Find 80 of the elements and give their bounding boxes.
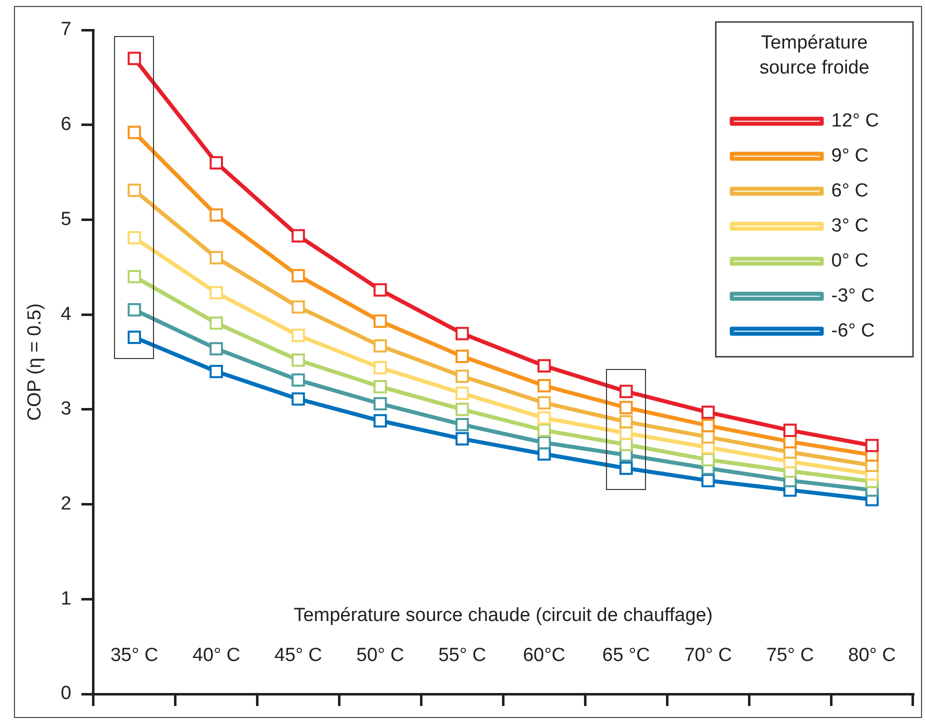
x-axis-title: Température source chaude (circuit de chauffage) bbox=[294, 605, 713, 626]
point bbox=[538, 424, 551, 437]
point bbox=[128, 184, 142, 197]
legend-label: 0° C bbox=[831, 250, 868, 272]
legend-label: -3° C bbox=[831, 285, 875, 306]
point bbox=[374, 414, 387, 428]
point bbox=[292, 269, 305, 282]
point bbox=[210, 316, 223, 330]
x-tick-label: 80° C bbox=[848, 645, 896, 666]
x-tick-label: 60°C bbox=[522, 645, 566, 666]
point bbox=[292, 353, 305, 367]
x-tick-label: 65 °C bbox=[602, 645, 650, 666]
point bbox=[374, 397, 387, 410]
point bbox=[456, 418, 469, 432]
y-tick-label: 1 bbox=[60, 588, 72, 610]
point bbox=[292, 229, 305, 242]
legend-label: 12° C bbox=[831, 110, 879, 132]
point bbox=[701, 453, 715, 466]
legend-label: 3° C bbox=[831, 215, 868, 236]
x-tick-label: 40° C bbox=[192, 645, 240, 666]
point bbox=[210, 286, 223, 300]
point bbox=[292, 300, 305, 314]
point bbox=[456, 432, 469, 446]
y-tick-label: 2 bbox=[60, 494, 72, 515]
point bbox=[374, 380, 387, 394]
point bbox=[210, 251, 223, 264]
point bbox=[456, 370, 469, 383]
point bbox=[292, 373, 305, 387]
point bbox=[374, 339, 387, 353]
x-tick-label: 50° C bbox=[356, 645, 404, 666]
point bbox=[210, 342, 223, 356]
point bbox=[456, 386, 469, 400]
point bbox=[619, 426, 633, 440]
point bbox=[538, 379, 551, 392]
point bbox=[128, 270, 142, 284]
y-tick-label: 5 bbox=[60, 208, 72, 230]
y-tick-label: 7 bbox=[60, 19, 72, 40]
x-tick-label: 75° C bbox=[766, 645, 814, 666]
y-tick-label: 0 bbox=[60, 683, 72, 704]
point bbox=[456, 402, 469, 416]
y-tick-label: 6 bbox=[60, 114, 72, 136]
point bbox=[128, 303, 142, 316]
legend-label: -6° C bbox=[831, 320, 875, 342]
point bbox=[701, 474, 715, 488]
legend-label: 9° C bbox=[831, 145, 868, 166]
point bbox=[619, 384, 633, 398]
point bbox=[128, 231, 142, 244]
point bbox=[128, 126, 142, 140]
point bbox=[701, 406, 715, 419]
point bbox=[538, 359, 551, 372]
point bbox=[456, 326, 469, 340]
point bbox=[128, 330, 142, 344]
point bbox=[292, 392, 305, 406]
x-tick-label: 55° C bbox=[438, 645, 486, 666]
legend-label: 6° C bbox=[831, 180, 868, 202]
y-tick-label: 4 bbox=[60, 304, 72, 325]
point bbox=[374, 283, 387, 297]
point bbox=[538, 436, 551, 450]
point bbox=[210, 208, 223, 222]
point bbox=[538, 411, 551, 425]
point bbox=[210, 364, 223, 378]
point bbox=[210, 156, 223, 170]
point bbox=[128, 52, 142, 66]
point bbox=[783, 424, 797, 437]
point bbox=[374, 361, 387, 374]
x-tick-label: 70° C bbox=[684, 645, 732, 666]
y-axis-title: COP (η = 0.5) bbox=[24, 303, 46, 421]
x-tick-label: 35° C bbox=[110, 645, 158, 666]
point bbox=[619, 400, 633, 414]
y-tick-label: 3 bbox=[60, 398, 72, 420]
point bbox=[538, 396, 551, 410]
point bbox=[619, 462, 633, 475]
point bbox=[619, 415, 633, 428]
legend-title: Température source froide bbox=[759, 32, 870, 78]
point bbox=[456, 350, 469, 363]
point bbox=[374, 314, 387, 328]
point bbox=[865, 438, 879, 452]
point bbox=[701, 418, 715, 432]
point bbox=[292, 328, 305, 342]
x-tick-label: 45° C bbox=[274, 645, 322, 666]
